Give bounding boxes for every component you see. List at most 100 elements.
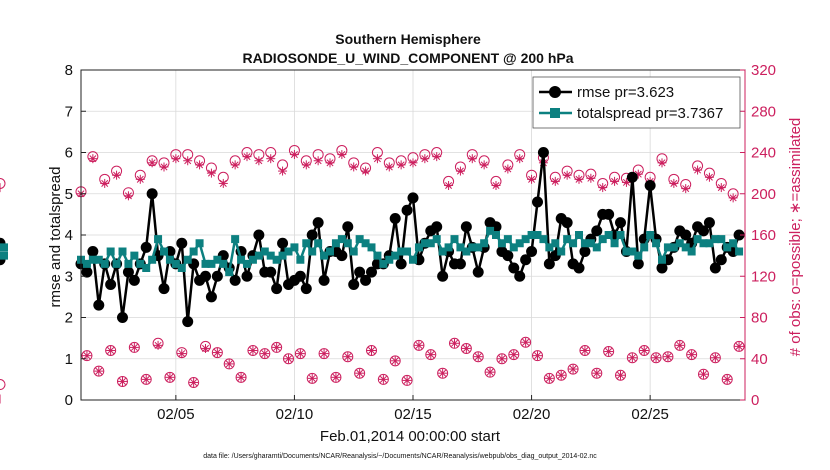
obs-assimilated-point (313, 156, 323, 166)
totalspread-point (634, 251, 643, 260)
obs-assimilated-point (550, 176, 560, 186)
y-tick-label-right: 320 (751, 62, 776, 79)
obs-assimilated-point (189, 377, 199, 387)
asterisk-stroke (290, 151, 298, 159)
obs-count-markers (0, 144, 745, 404)
obs-assimilated-point (533, 351, 542, 361)
rmse-point (300, 283, 312, 295)
asterisk-stroke (95, 367, 103, 375)
asterisk-stroke (107, 346, 115, 355)
asterisk-stroke (261, 350, 269, 358)
obs-assimilated-point (212, 348, 222, 358)
obs-assimilated-point (627, 353, 637, 363)
obs-possible-point (259, 348, 271, 360)
rmse-point (709, 262, 721, 274)
asterisk-stroke (249, 346, 257, 355)
rmse-point (561, 217, 573, 229)
totalspread-point (112, 259, 121, 268)
x-axis: 02/05 02/10 02/15 02/20 02/25 (157, 395, 669, 423)
totalspread-point (385, 255, 394, 264)
asterisk-stroke (729, 194, 737, 202)
rmse-point (200, 270, 211, 282)
rmse-point (526, 246, 538, 257)
obs-assimilated-point (378, 374, 388, 384)
obs-assimilated-point (159, 162, 169, 172)
asterisk-stroke (124, 192, 132, 200)
obs-assimilated-point (289, 150, 299, 160)
totalspread-point (231, 235, 240, 244)
obs-assimilated-point (414, 340, 424, 350)
obs-assimilated-point (497, 354, 507, 364)
obs-possible-point (318, 348, 330, 360)
rmse-point (502, 250, 514, 262)
obs-possible-point (626, 352, 638, 364)
rmse-point (182, 316, 194, 328)
asterisk-stroke (415, 341, 423, 349)
rmse-point (87, 246, 99, 257)
obs-assimilated-point (195, 160, 205, 170)
totalspread-point (379, 259, 388, 268)
y-tick-label-left: 1 (65, 351, 73, 368)
rmse-point (241, 270, 253, 282)
rmse-point (140, 241, 152, 253)
totalspread-point (604, 231, 613, 239)
obs-assimilated-point (681, 184, 691, 194)
totalspread-point (88, 255, 97, 264)
asterisk-stroke (225, 360, 233, 368)
asterisk-stroke (350, 163, 358, 171)
totalspread-point (474, 243, 483, 252)
obs-possible-point (306, 372, 318, 384)
totalspread-markers (0, 226, 744, 277)
rmse-point (401, 204, 413, 216)
y-tick-label-right: 280 (751, 103, 776, 120)
totalspread-point (646, 231, 655, 239)
asterisk-stroke (409, 159, 417, 167)
obs-assimilated-point (260, 349, 270, 359)
rmse-point (348, 279, 360, 290)
totalspread-point (723, 243, 732, 252)
rmse-point (579, 246, 591, 257)
asterisk-stroke (160, 163, 168, 171)
obs-assimilated-point (206, 168, 216, 178)
obs-assimilated-point (450, 338, 459, 348)
obs-possible-point (484, 366, 496, 378)
obs-possible-point (117, 375, 128, 387)
y-tick-label-left: 5 (65, 186, 73, 203)
asterisk-stroke (616, 371, 625, 379)
rmse-point (407, 192, 419, 204)
totalspread-point (100, 259, 109, 268)
totalspread-point (171, 259, 180, 268)
totalspread-point (521, 235, 530, 244)
totalspread-point (343, 239, 352, 248)
asterisk-stroke (219, 179, 227, 187)
totalspread-point (444, 243, 453, 252)
asterisk-stroke (367, 346, 376, 355)
totalspread-point (438, 247, 447, 256)
obs-assimilated-point (230, 160, 240, 170)
rmse-point (389, 213, 401, 224)
totalspread-point (82, 259, 91, 268)
obs-possible-point (520, 336, 532, 348)
rmse-point (632, 258, 644, 270)
obs-assimilated-point (153, 340, 163, 350)
asterisk-stroke (510, 351, 518, 359)
totalspread-point (94, 255, 103, 264)
obs-possible-point (0, 379, 6, 391)
totalspread-point (278, 251, 287, 260)
totalspread-point (462, 247, 471, 256)
totalspread-point (142, 264, 151, 272)
obs-assimilated-point (604, 347, 614, 357)
asterisk-stroke (172, 155, 180, 163)
asterisk-stroke (373, 155, 381, 163)
obs-possible-point (543, 372, 555, 384)
obs-assimilated-point (236, 372, 246, 382)
obs-possible-point (638, 345, 650, 356)
y-tick-label-right: 40 (751, 351, 768, 368)
totalspread-point (391, 251, 400, 260)
totalspread-point (331, 239, 340, 248)
rmse-point (733, 229, 745, 241)
asterisk-stroke (178, 350, 186, 358)
asterisk-stroke (599, 184, 607, 192)
rmse-point (294, 270, 306, 282)
asterisk-stroke (694, 166, 702, 174)
